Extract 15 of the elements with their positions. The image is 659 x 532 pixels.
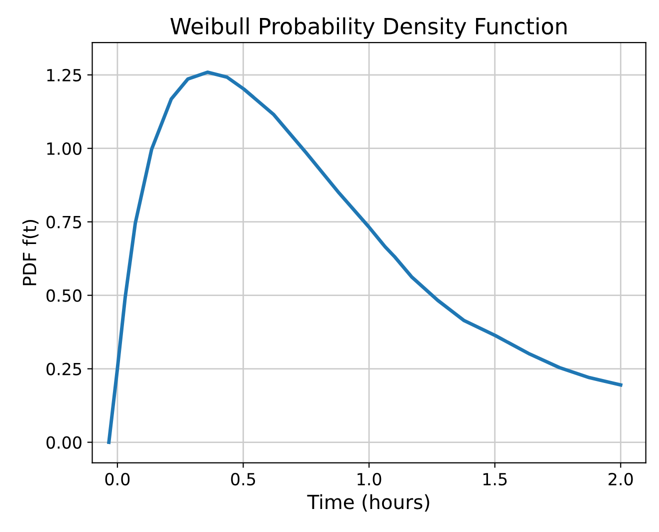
y-tick-label: 0.50 (46, 289, 82, 302)
x-tick-label: 0.5 (231, 472, 256, 486)
line-series (107, 70, 622, 444)
y-axis-title: PDF f(t) (22, 220, 38, 286)
x-tick-label: 2.0 (608, 472, 633, 486)
y-tick-label: 0.75 (46, 216, 82, 228)
chart-title: Weibull Probability Density Function (170, 17, 567, 39)
x-tick-label: 1.5 (483, 473, 507, 486)
x-tick-label: 0.0 (105, 472, 130, 486)
y-tick-label: 1.25 (47, 68, 82, 82)
x-tick-label: 1.0 (358, 472, 382, 486)
y-tick-label: 1.00 (47, 142, 82, 155)
x-axis-title: Time (hours) (307, 494, 430, 512)
y-tick-label: 0.25 (46, 362, 82, 376)
y-tick-label: 0.00 (46, 436, 82, 449)
